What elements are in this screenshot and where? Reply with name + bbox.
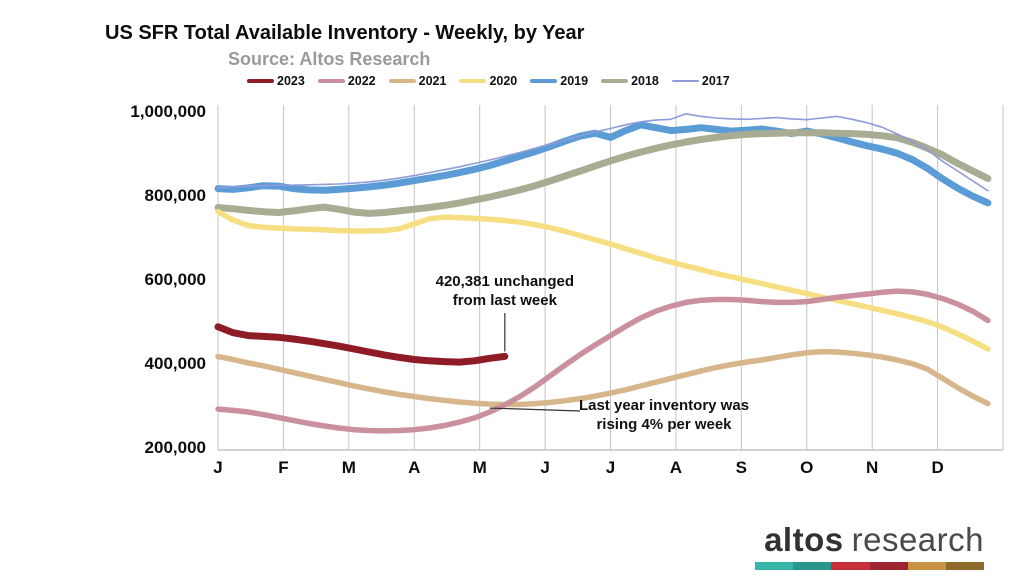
legend-swatch (459, 78, 487, 84)
legend-item-2020: 2020 (459, 74, 517, 88)
legend-item-2018: 2018 (601, 74, 659, 88)
logo-bar-segment (945, 562, 985, 570)
x-axis-label: M (472, 458, 487, 477)
logo-wordmark: altos research (755, 521, 984, 559)
legend-label: 2023 (277, 74, 305, 88)
y-axis-label: 200,000 (144, 438, 206, 457)
x-axis-label: J (213, 458, 223, 477)
legend-item-2023: 2023 (247, 74, 305, 88)
series-line-2017 (217, 113, 989, 192)
logo-bar-segment (869, 562, 908, 570)
series-line-2023 (214, 323, 509, 366)
logo-color-bar (755, 562, 985, 570)
legend-swatch (601, 78, 629, 84)
logo-bar-segment (755, 562, 794, 570)
x-axis-label: M (341, 458, 356, 477)
annotation-last-year-pace: Last year inventory was rising 4% per we… (579, 396, 749, 434)
legend-item-2022: 2022 (317, 74, 376, 88)
x-axis-label: A (408, 458, 421, 477)
annotation-line: 420,381 unchanged (435, 273, 575, 290)
legend-swatch (317, 78, 345, 84)
x-axis-label: O (800, 458, 814, 477)
legend-item-2019: 2019 (530, 74, 588, 88)
y-axis-label: 800,000 (144, 186, 206, 205)
annotation-latest-value: 420,381 unchanged from last week (436, 272, 574, 310)
series-line-2022 (215, 288, 991, 434)
x-axis-label: F (278, 458, 289, 477)
altos-research-logo: altos research (755, 521, 985, 570)
legend-swatch (247, 78, 274, 84)
x-axis-label: J (605, 458, 616, 477)
legend-item-2017: 2017 (671, 74, 730, 88)
y-axis-label: 600,000 (144, 270, 206, 289)
logo-bar-segment (907, 562, 946, 570)
legend-label: 2018 (631, 74, 659, 88)
annotation-line: from last week (452, 292, 557, 309)
x-axis-label: D (931, 458, 944, 477)
x-axis-label: N (866, 458, 879, 477)
legend-swatch (388, 78, 416, 84)
series-line-2021 (215, 348, 991, 408)
series-line-2019 (214, 121, 992, 207)
logo-bar-segment (793, 562, 832, 570)
y-axis-label: 400,000 (144, 354, 206, 373)
legend-label: 2021 (418, 74, 447, 88)
annotation-line: Last year inventory was (578, 397, 750, 414)
chart-title: US SFR Total Available Inventory - Weekl… (105, 22, 585, 44)
y-axis-label: 1,000,000 (130, 102, 206, 121)
legend-label: 2019 (560, 74, 589, 88)
series-line-2020 (215, 208, 991, 352)
legend-swatch (671, 80, 699, 82)
legend: 2023 2022 2021 2020 2019 2018 2017 (247, 74, 730, 88)
x-axis-label: J (540, 458, 550, 477)
annotation-line: rising 4% per week (596, 416, 732, 433)
logo-word-altos: altos (764, 521, 844, 558)
legend-label: 2017 (701, 74, 730, 88)
logo-word-research: research (851, 521, 984, 558)
legend-label: 2022 (347, 74, 376, 88)
chart-subtitle: Source: Altos Research (228, 49, 431, 69)
logo-bar-segment (831, 562, 870, 570)
legend-item-2021: 2021 (388, 74, 447, 88)
legend-swatch (530, 78, 558, 84)
legend-label: 2020 (489, 74, 518, 88)
annotation-connector (489, 407, 581, 412)
series-line-2018 (214, 129, 992, 217)
x-axis-label: A (669, 458, 683, 477)
x-axis-label: S (735, 458, 747, 477)
